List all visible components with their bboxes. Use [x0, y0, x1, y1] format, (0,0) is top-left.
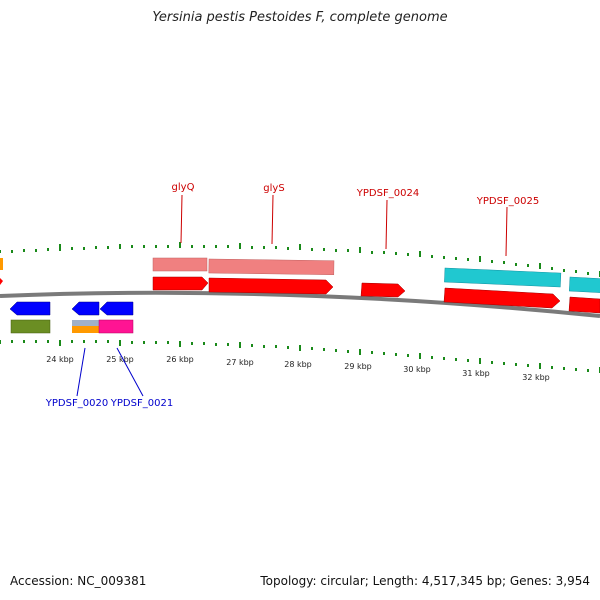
- reverse-lower-features: [10, 319, 134, 334]
- orange-feature-bar: [72, 326, 99, 333]
- kbp-label-31: 31 kbp: [462, 369, 490, 378]
- reverse-cds-arrows: [9, 301, 134, 316]
- kbp-scale-labels: 24 kbp 25 kbp 26 kbp 27 kbp 28 kbp 29 kb…: [46, 355, 550, 382]
- kbp-label-24: 24 kbp: [46, 355, 74, 364]
- map-title: Yersinia pestis Pestoides F, complete ge…: [152, 10, 448, 25]
- orange-feature-left-edge: [0, 258, 3, 270]
- gene-label-ypdsf-0021: YPDSF_0021: [110, 398, 173, 409]
- kbp-label-30: 30 kbp: [403, 365, 431, 374]
- forward-cds-arrows: [0, 276, 600, 314]
- upper-tick-ruler: [0, 242, 600, 277]
- glys-leader-line: [271, 194, 274, 245]
- olive-feature-bar: [10, 319, 51, 334]
- kbp-label-29: 29 kbp: [344, 362, 372, 371]
- cyan-feature-bar-right: [569, 276, 600, 293]
- grey-feature-bar: [72, 320, 99, 326]
- glyq-cds-arrow: [152, 276, 209, 291]
- kbp-label-26: 26 kbp: [166, 355, 194, 364]
- genome-summary: Topology: circular; Length: 4,517,345 bp…: [260, 574, 590, 588]
- glyq-leader-line: [180, 194, 183, 244]
- ypdsf-0020-leader-line: [76, 347, 86, 397]
- gene-label-glyq: glyQ: [172, 182, 195, 193]
- ypdsf-0020-cds-arrow: [71, 301, 100, 316]
- magenta-feature-bar: [98, 319, 134, 334]
- ypdsf-0021-cds-arrow: [99, 301, 134, 316]
- ypdsf-0025-leader-line: [505, 206, 508, 257]
- gene-label-ypdsf-0025: YPDSF_0025: [476, 196, 539, 207]
- gene-label-ypdsf-0024: YPDSF_0024: [356, 188, 419, 199]
- reverse-cds-arrow-left: [9, 301, 51, 316]
- ypdsf-0025-cds-arrow: [443, 287, 561, 309]
- kbp-label-25: 25 kbp: [106, 355, 134, 364]
- gene-label-ypdsf-0020: YPDSF_0020: [45, 398, 108, 409]
- ypdsf-0024-leader-line: [385, 199, 388, 250]
- forward-outer-features: [0, 257, 600, 293]
- ypdsf-0021-leader-line: [116, 347, 144, 397]
- lower-tick-ruler: [0, 340, 600, 373]
- kbp-label-32: 32 kbp: [522, 373, 550, 382]
- red-cds-arrow-right: [568, 296, 600, 314]
- genome-backbone: [0, 290, 600, 318]
- gene-labels: glyQ glyS YPDSF_0024 YPDSF_0025 YPDSF_00…: [45, 182, 539, 409]
- glys-cds-arrow: [208, 277, 334, 295]
- glys-feature-bar: [208, 258, 335, 275]
- label-leader-lines: [76, 194, 508, 397]
- kbp-label-27: 27 kbp: [226, 358, 254, 367]
- accession-label: Accession: NC_009381: [10, 574, 147, 588]
- kbp-label-28: 28 kbp: [284, 360, 312, 369]
- ypdsf-0025-feature-bar: [444, 267, 562, 288]
- gene-label-glys: glyS: [263, 183, 284, 194]
- red-cds-arrow-left-edge: [0, 278, 3, 285]
- glyq-feature-bar: [152, 257, 208, 272]
- ypdsf-0024-cds-arrow: [360, 282, 406, 298]
